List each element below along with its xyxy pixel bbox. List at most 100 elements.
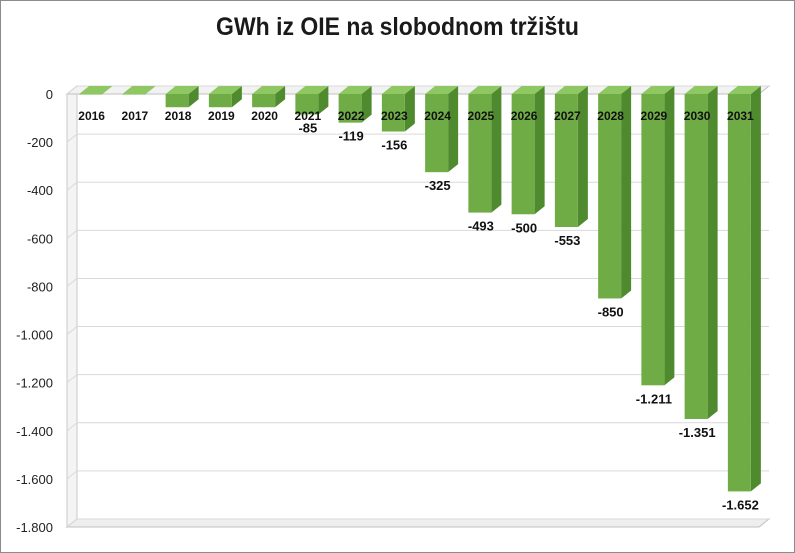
x-tick-label: 2021 xyxy=(295,109,322,123)
bar-front xyxy=(641,94,665,386)
y-tick-label: -1.400 xyxy=(16,424,53,439)
bar-front xyxy=(338,94,362,123)
x-tick-label: 2025 xyxy=(468,109,495,123)
bar-2021 xyxy=(295,86,329,115)
bar-top xyxy=(641,86,675,94)
x-tick-label: 2026 xyxy=(511,109,538,123)
bar-front xyxy=(684,94,708,419)
bar-front xyxy=(79,94,103,95)
bar-side xyxy=(275,86,286,108)
gridline xyxy=(66,374,769,384)
y-tick-label: 0 xyxy=(46,87,53,102)
gridline xyxy=(66,326,769,335)
gridline xyxy=(66,470,769,480)
bar-front xyxy=(727,94,751,492)
x-tick-label: 2028 xyxy=(597,109,624,123)
y-tick-label: -1.000 xyxy=(16,328,53,343)
x-tick-label: 2022 xyxy=(338,109,365,123)
bar-2016 xyxy=(79,86,113,95)
bar-side xyxy=(707,86,718,419)
y-tick-label: -600 xyxy=(27,231,53,246)
gridline xyxy=(66,422,769,432)
bar-2031 xyxy=(727,86,761,492)
bar-top xyxy=(425,86,459,94)
bar-side xyxy=(361,86,372,123)
data-label: -1.211 xyxy=(636,391,672,406)
bar-front xyxy=(554,94,578,228)
bar-2017 xyxy=(122,86,156,95)
bar-2026 xyxy=(511,86,545,215)
bar-front xyxy=(425,94,449,173)
bar-side xyxy=(491,86,502,213)
data-label: -500 xyxy=(511,220,537,235)
x-tick-label: 2020 xyxy=(251,109,278,123)
bar-top xyxy=(468,86,502,94)
bar-top xyxy=(381,86,415,94)
bar-front xyxy=(208,94,232,108)
x-tick-label: 2031 xyxy=(727,109,754,123)
bar-side xyxy=(577,86,588,228)
y-tick-label: -1.200 xyxy=(16,376,53,391)
bar-side xyxy=(318,86,329,115)
bar-2029 xyxy=(641,86,675,386)
bar-side xyxy=(621,86,632,299)
x-tick-label: 2024 xyxy=(424,109,451,123)
data-label: -325 xyxy=(425,178,451,193)
x-tick-label: 2019 xyxy=(208,109,235,123)
x-tick-label: 2030 xyxy=(684,109,711,123)
bar-2024 xyxy=(425,86,459,173)
chart-side-wall xyxy=(66,84,78,529)
gridline xyxy=(66,277,769,287)
bar-top xyxy=(511,86,545,94)
bar-side xyxy=(404,86,415,132)
bar-front xyxy=(381,94,405,132)
bar-top xyxy=(684,86,718,94)
y-tick-label: -1.800 xyxy=(16,520,53,535)
y-tick-label: -200 xyxy=(27,135,53,150)
bar-top xyxy=(598,86,632,94)
data-label: -493 xyxy=(468,219,494,234)
bar-front xyxy=(252,94,276,108)
bar-top xyxy=(165,86,199,94)
x-tick-label: 2023 xyxy=(381,109,408,123)
x-tick-label: 2018 xyxy=(165,109,192,123)
data-label: -553 xyxy=(554,233,580,248)
gridline xyxy=(66,229,769,239)
bar-side xyxy=(102,86,113,95)
bar-side xyxy=(231,86,242,108)
data-label: -156 xyxy=(381,138,407,153)
bar-2018 xyxy=(165,86,199,108)
bar-top xyxy=(208,86,242,94)
bar-front xyxy=(122,94,146,95)
chart-title: GWh iz OIE na slobodnom tržištu xyxy=(216,13,579,41)
y-tick-label: -400 xyxy=(27,183,53,198)
bar-top xyxy=(79,86,113,94)
bar-side xyxy=(448,86,459,173)
bar-front xyxy=(511,94,535,215)
bar-top xyxy=(122,86,156,94)
bar-side xyxy=(750,86,761,492)
bar-side xyxy=(188,86,199,108)
bar-top xyxy=(252,86,286,94)
bar-2028 xyxy=(598,86,632,299)
bar-2030 xyxy=(684,86,718,419)
x-tick-label: 2017 xyxy=(122,109,149,123)
data-label: -850 xyxy=(598,304,624,319)
bar-top xyxy=(295,86,329,94)
bar-2022 xyxy=(338,86,372,123)
bar-top xyxy=(727,86,761,94)
chart-floor xyxy=(65,518,771,528)
data-label: -85 xyxy=(298,120,317,135)
data-label: -1.351 xyxy=(679,425,716,440)
bar-side xyxy=(534,86,545,215)
x-tick-label: 2027 xyxy=(554,109,581,123)
bar-2023 xyxy=(381,86,415,132)
y-tick-label: -800 xyxy=(27,279,53,294)
bar-2019 xyxy=(208,86,242,108)
bar-2027 xyxy=(554,86,588,228)
data-label: -119 xyxy=(338,129,363,144)
bar-side xyxy=(145,86,156,95)
bar-front xyxy=(468,94,492,213)
